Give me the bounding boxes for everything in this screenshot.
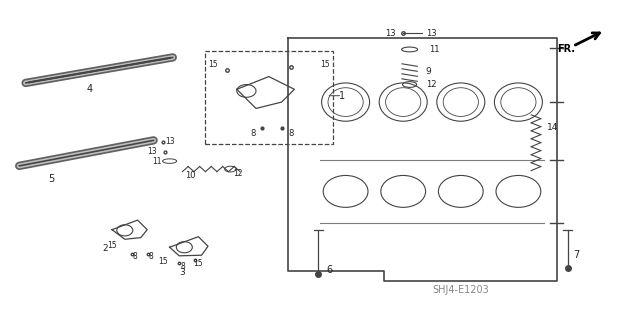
Text: 7: 7 — [573, 250, 579, 260]
Text: 6: 6 — [326, 264, 333, 275]
Text: 4: 4 — [86, 84, 93, 94]
Text: 12: 12 — [426, 80, 436, 89]
Text: 8: 8 — [289, 129, 294, 137]
Text: 15: 15 — [193, 259, 204, 268]
Text: 13: 13 — [147, 147, 157, 156]
Text: 8: 8 — [148, 252, 153, 261]
Text: 15: 15 — [208, 60, 218, 69]
Text: 13: 13 — [165, 137, 175, 146]
Text: 13: 13 — [426, 29, 436, 38]
Text: 8: 8 — [180, 262, 185, 271]
Text: 10: 10 — [186, 171, 196, 180]
Text: 15: 15 — [158, 257, 168, 266]
Text: 15: 15 — [320, 60, 330, 69]
Text: 9: 9 — [426, 67, 431, 76]
Text: SHJ4-E1203: SHJ4-E1203 — [433, 285, 489, 295]
Text: 5: 5 — [48, 174, 54, 184]
Text: 13: 13 — [385, 29, 396, 38]
Text: 8: 8 — [132, 252, 137, 261]
Text: 2: 2 — [103, 244, 108, 253]
Text: 11: 11 — [429, 45, 439, 54]
Text: 3: 3 — [180, 268, 185, 277]
Text: 15: 15 — [107, 241, 117, 250]
Text: 14: 14 — [547, 123, 559, 132]
Text: 11: 11 — [152, 157, 161, 166]
Text: FR.: FR. — [557, 44, 575, 55]
Text: 8: 8 — [250, 129, 255, 137]
Text: 12: 12 — [234, 169, 243, 178]
Text: 1: 1 — [339, 91, 346, 101]
